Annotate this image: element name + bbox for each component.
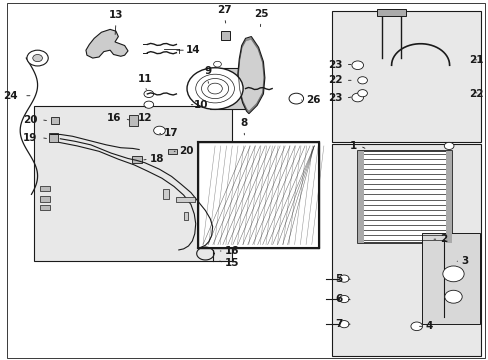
Bar <box>51 117 59 125</box>
Circle shape <box>339 275 348 282</box>
Text: 18: 18 <box>149 154 164 164</box>
Circle shape <box>186 68 243 109</box>
Circle shape <box>213 61 221 67</box>
Polygon shape <box>86 30 128 58</box>
Circle shape <box>27 50 48 66</box>
Circle shape <box>143 90 153 98</box>
Circle shape <box>351 61 363 69</box>
Text: 2: 2 <box>439 234 447 244</box>
Text: 22: 22 <box>327 75 342 85</box>
Circle shape <box>444 142 453 149</box>
Text: 27: 27 <box>217 5 232 15</box>
Bar <box>40 196 50 202</box>
Text: 23: 23 <box>327 59 342 69</box>
Bar <box>446 151 451 243</box>
Bar <box>331 12 480 142</box>
Bar <box>331 144 480 356</box>
Text: 24: 24 <box>3 91 18 101</box>
Bar <box>168 149 177 154</box>
Text: 3: 3 <box>461 256 468 266</box>
Circle shape <box>288 93 303 104</box>
Circle shape <box>143 101 153 108</box>
Text: 1: 1 <box>349 141 356 151</box>
Bar <box>183 212 188 220</box>
Text: 22: 22 <box>468 89 483 99</box>
Text: 17: 17 <box>164 128 179 138</box>
Text: 14: 14 <box>185 45 200 55</box>
Text: 5: 5 <box>334 274 342 284</box>
Circle shape <box>442 266 463 282</box>
Text: 19: 19 <box>23 133 38 143</box>
Bar <box>221 31 229 40</box>
Text: 13: 13 <box>108 10 123 21</box>
Bar <box>49 134 58 142</box>
Bar <box>132 156 142 163</box>
Circle shape <box>339 320 348 328</box>
Text: 7: 7 <box>334 319 342 329</box>
Text: 26: 26 <box>305 95 320 105</box>
Bar <box>40 186 50 192</box>
Circle shape <box>357 77 366 84</box>
Text: 8: 8 <box>240 118 247 128</box>
Text: 25: 25 <box>253 9 268 19</box>
Text: 10: 10 <box>194 100 208 110</box>
Text: 6: 6 <box>334 294 342 304</box>
Bar <box>376 9 405 16</box>
Text: 4: 4 <box>425 321 432 331</box>
Polygon shape <box>237 37 264 114</box>
Bar <box>129 115 138 126</box>
Text: 23: 23 <box>327 93 342 103</box>
Text: 15: 15 <box>225 258 239 268</box>
Bar <box>357 151 451 243</box>
Circle shape <box>153 126 165 135</box>
Text: 9: 9 <box>204 66 211 76</box>
Text: 20: 20 <box>179 145 193 156</box>
Text: 20: 20 <box>23 115 38 125</box>
Text: 16: 16 <box>107 113 122 123</box>
Bar <box>198 142 318 248</box>
Circle shape <box>339 296 348 303</box>
Text: 11: 11 <box>138 74 152 84</box>
Bar <box>357 151 363 243</box>
Bar <box>210 68 248 109</box>
Bar <box>40 205 50 211</box>
Circle shape <box>351 93 363 102</box>
Bar <box>421 233 479 324</box>
Bar <box>176 197 194 202</box>
Text: 21: 21 <box>468 55 483 65</box>
Circle shape <box>33 54 42 62</box>
Circle shape <box>444 290 461 303</box>
Bar <box>163 189 169 199</box>
Text: 12: 12 <box>138 113 152 123</box>
Bar <box>34 107 231 261</box>
Circle shape <box>357 90 366 97</box>
Circle shape <box>410 322 422 330</box>
Text: 16: 16 <box>225 246 239 256</box>
